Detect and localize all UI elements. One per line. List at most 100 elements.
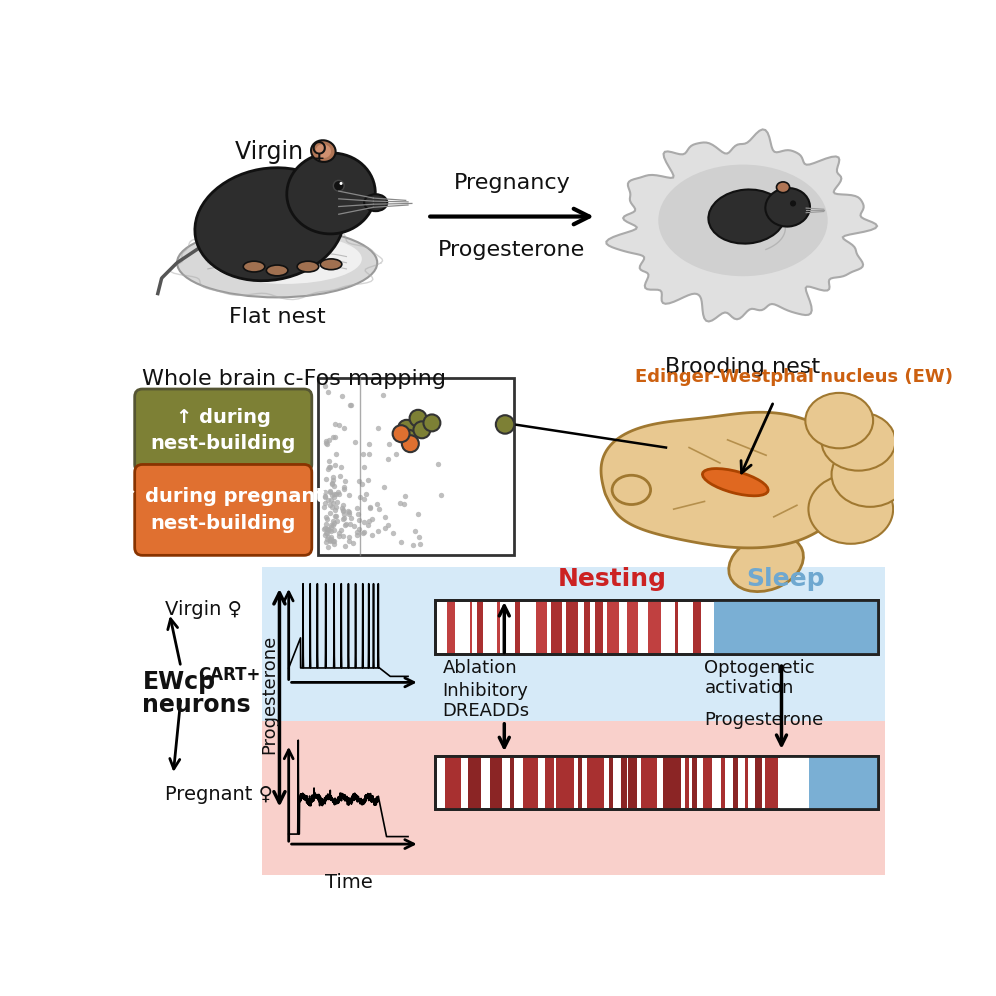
Point bbox=[321, 523, 337, 539]
Bar bbox=[685, 756, 689, 809]
Bar bbox=[523, 756, 538, 809]
Point bbox=[325, 487, 341, 503]
Bar bbox=[536, 601, 547, 653]
Point bbox=[332, 486, 348, 502]
Ellipse shape bbox=[702, 468, 768, 496]
Point bbox=[337, 473, 353, 489]
Point bbox=[320, 492, 336, 508]
Text: Brooding nest: Brooding nest bbox=[665, 357, 821, 376]
Point bbox=[356, 459, 372, 475]
Circle shape bbox=[400, 430, 417, 447]
Point bbox=[348, 434, 364, 450]
Bar bbox=[435, 600, 877, 654]
Circle shape bbox=[413, 421, 430, 438]
Ellipse shape bbox=[729, 535, 804, 592]
Point bbox=[333, 523, 349, 539]
Circle shape bbox=[496, 415, 514, 433]
Ellipse shape bbox=[177, 228, 377, 298]
Ellipse shape bbox=[208, 234, 362, 284]
Bar bbox=[596, 601, 603, 653]
Point bbox=[327, 502, 343, 518]
Point bbox=[317, 499, 333, 515]
Point bbox=[361, 446, 376, 462]
Point bbox=[397, 488, 413, 504]
Bar bbox=[556, 756, 575, 809]
Bar bbox=[497, 601, 500, 653]
Bar bbox=[435, 600, 877, 654]
Point bbox=[318, 433, 334, 449]
Point bbox=[346, 535, 362, 551]
Bar bbox=[607, 601, 620, 653]
Point bbox=[322, 533, 338, 549]
Bar bbox=[693, 601, 700, 653]
Point bbox=[412, 536, 428, 552]
Point bbox=[387, 446, 403, 462]
Point bbox=[318, 509, 334, 525]
Point bbox=[334, 458, 350, 474]
Bar bbox=[745, 756, 748, 809]
Point bbox=[407, 523, 423, 539]
Text: DREADDs: DREADDs bbox=[442, 701, 530, 720]
Circle shape bbox=[790, 200, 796, 206]
Point bbox=[322, 459, 338, 475]
Point bbox=[320, 529, 336, 545]
Point bbox=[331, 528, 347, 544]
Point bbox=[363, 499, 378, 515]
Point bbox=[317, 489, 333, 505]
Text: Virgin ♀: Virgin ♀ bbox=[165, 600, 242, 619]
Point bbox=[358, 486, 374, 502]
FancyBboxPatch shape bbox=[134, 464, 312, 556]
Point bbox=[335, 528, 351, 544]
Point bbox=[326, 534, 342, 550]
Point bbox=[430, 456, 446, 472]
Text: EWcp: EWcp bbox=[142, 670, 215, 694]
Point bbox=[322, 497, 338, 513]
Point bbox=[371, 523, 386, 539]
Point bbox=[360, 472, 375, 488]
Point bbox=[341, 487, 357, 503]
Point bbox=[355, 525, 371, 541]
Ellipse shape bbox=[311, 140, 336, 162]
Point bbox=[322, 533, 338, 549]
Ellipse shape bbox=[321, 259, 342, 270]
Text: ↑ during pregnant
nest-building: ↑ during pregnant nest-building bbox=[122, 487, 325, 533]
Point bbox=[341, 504, 357, 520]
Ellipse shape bbox=[266, 265, 288, 276]
Circle shape bbox=[409, 409, 426, 426]
Point bbox=[323, 492, 339, 508]
Point bbox=[326, 429, 342, 445]
Bar bbox=[641, 756, 656, 809]
Circle shape bbox=[392, 425, 409, 442]
Bar bbox=[435, 756, 877, 810]
Text: neurons: neurons bbox=[142, 693, 251, 717]
Ellipse shape bbox=[365, 194, 387, 211]
Point bbox=[336, 503, 352, 519]
Point bbox=[344, 397, 360, 413]
Circle shape bbox=[340, 182, 343, 185]
Ellipse shape bbox=[777, 182, 790, 192]
Point bbox=[319, 512, 335, 528]
Text: Sleep: Sleep bbox=[746, 567, 825, 591]
Text: Optogenetic: Optogenetic bbox=[704, 659, 815, 677]
Point bbox=[317, 377, 333, 393]
Point bbox=[350, 527, 366, 543]
Text: activation: activation bbox=[704, 678, 794, 696]
Bar bbox=[515, 601, 521, 653]
Text: Progesterone: Progesterone bbox=[260, 634, 279, 754]
Point bbox=[326, 469, 342, 485]
Point bbox=[317, 488, 333, 504]
Point bbox=[380, 436, 396, 452]
Point bbox=[327, 415, 343, 431]
Bar bbox=[435, 756, 877, 810]
Point bbox=[347, 518, 363, 534]
Point bbox=[323, 529, 339, 545]
Ellipse shape bbox=[765, 188, 810, 226]
Text: Flat nest: Flat nest bbox=[229, 307, 326, 327]
Text: Nesting: Nesting bbox=[558, 567, 666, 591]
Point bbox=[328, 486, 344, 502]
Circle shape bbox=[423, 414, 440, 431]
Point bbox=[322, 483, 338, 499]
Bar bbox=[809, 756, 877, 810]
Text: Whole brain c-Fos mapping: Whole brain c-Fos mapping bbox=[142, 369, 446, 389]
Point bbox=[364, 527, 379, 543]
